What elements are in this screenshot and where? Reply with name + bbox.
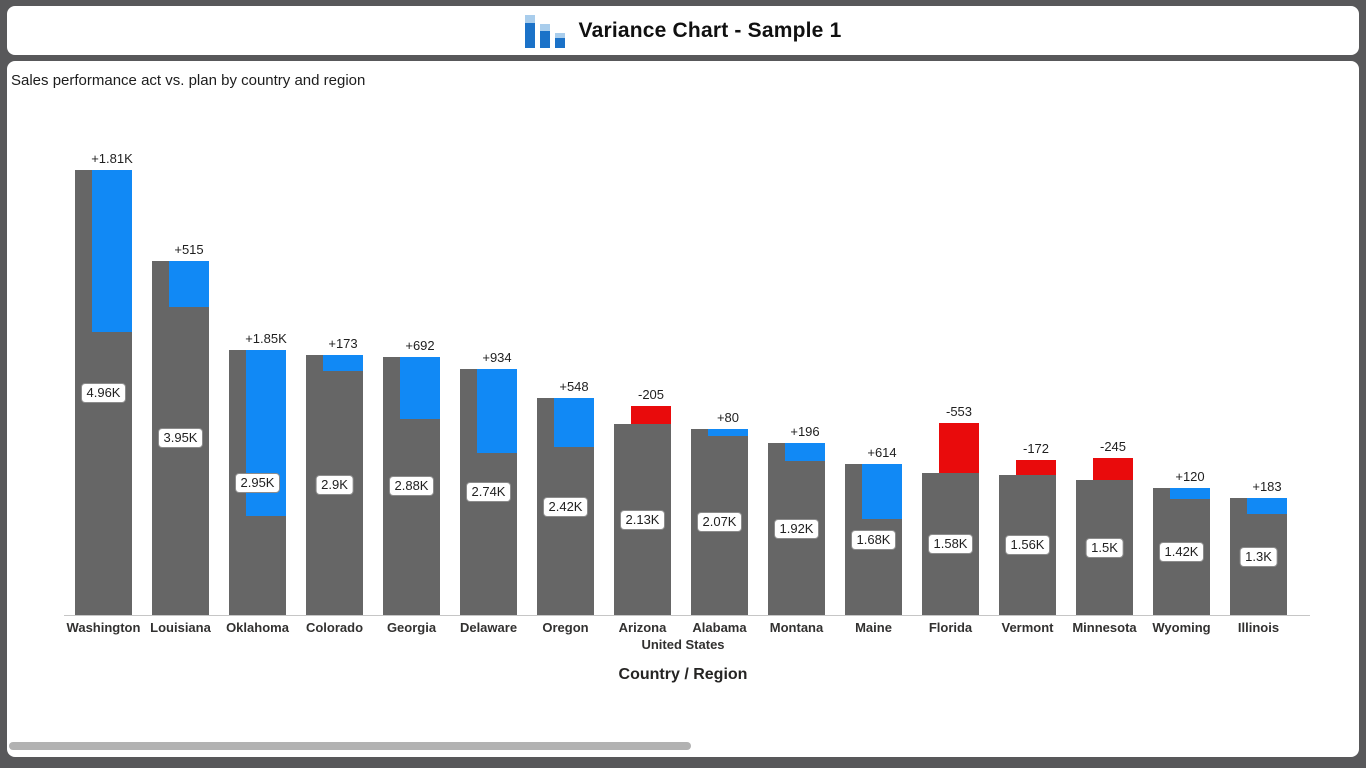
bar-variance-alabama[interactable] <box>708 429 748 436</box>
report-header: Variance Chart - Sample 1 <box>7 6 1359 55</box>
axis-label-louisiana: Louisiana <box>150 620 211 635</box>
bar-variance-illinois[interactable] <box>1247 498 1287 514</box>
variance-label-minnesota: -245 <box>1099 439 1127 454</box>
bar-variance-louisiana[interactable] <box>169 261 209 307</box>
bar-variance-arizona[interactable] <box>631 406 671 424</box>
value-label-georgia: 2.88K <box>388 476 435 496</box>
value-label-louisiana: 3.95K <box>157 428 204 448</box>
x-axis-title: Country / Region <box>618 666 748 683</box>
value-label-illinois: 1.3K <box>1239 546 1278 567</box>
axis-label-georgia: Georgia <box>386 620 437 635</box>
value-label-wyoming: 1.42K <box>1158 541 1205 562</box>
variance-label-washington: +1.81K <box>91 151 133 166</box>
axis-label-alabama: Alabama <box>692 620 747 635</box>
chart-panel: Sales performance act vs. plan by countr… <box>7 61 1359 757</box>
horizontal-scrollbar-thumb[interactable] <box>9 742 691 750</box>
axis-label-florida: Florida <box>928 620 973 635</box>
axis-label-illinois: Illinois <box>1237 620 1280 635</box>
bar-variance-georgia[interactable] <box>400 357 440 419</box>
axis-label-montana: Montana <box>769 620 824 635</box>
variance-label-delaware: +934 <box>482 350 512 365</box>
bar-variance-colorado[interactable] <box>323 355 363 371</box>
variance-label-alabama: +80 <box>716 410 740 425</box>
axis-label-oregon: Oregon <box>542 620 589 635</box>
value-label-oklahoma: 2.95K <box>234 472 281 493</box>
page-title: Variance Chart - Sample 1 <box>578 18 842 42</box>
axis-label-oklahoma: Oklahoma <box>226 620 289 635</box>
value-label-delaware: 2.74K <box>465 482 512 502</box>
bar-variance-delaware[interactable] <box>477 369 517 453</box>
axis-label-delaware: Delaware <box>459 620 518 635</box>
value-label-washington: 4.96K <box>80 382 127 403</box>
variance-label-maine: +614 <box>867 445 897 460</box>
variance-label-vermont: -172 <box>1022 441 1050 456</box>
value-label-colorado: 2.9K <box>315 475 354 495</box>
variance-label-florida: -553 <box>945 404 973 419</box>
bar-variance-florida[interactable] <box>939 423 979 473</box>
value-label-florida: 1.58K <box>927 534 974 554</box>
axis-label-wyoming: Wyoming <box>1152 620 1211 635</box>
axis-label-minnesota: Minnesota <box>1072 620 1137 635</box>
value-label-arizona: 2.13K <box>619 509 666 530</box>
bar-variance-montana[interactable] <box>785 443 825 461</box>
axis-label-washington: Washington <box>66 620 141 635</box>
variance-label-georgia: +692 <box>405 338 435 353</box>
x-axis-line <box>64 615 1310 616</box>
value-label-alabama: 2.07K <box>696 512 743 532</box>
value-label-oregon: 2.42K <box>542 496 589 517</box>
variance-label-oklahoma: +1.85K <box>245 331 287 346</box>
variance-label-wyoming: +120 <box>1175 469 1205 484</box>
bar-chart-icon <box>524 14 565 48</box>
axis-label-colorado: Colorado <box>305 620 364 635</box>
axis-label-arizona: Arizona <box>618 620 667 635</box>
axis-label-maine: Maine <box>855 620 892 635</box>
axis-group-label: United States <box>641 637 725 652</box>
variance-label-illinois: +183 <box>1252 479 1282 494</box>
value-label-montana: 1.92K <box>773 519 820 539</box>
bar-variance-maine[interactable] <box>862 464 902 519</box>
chart-subtitle: Sales performance act vs. plan by countr… <box>11 72 366 89</box>
bar-variance-oregon[interactable] <box>554 398 594 447</box>
variance-label-oregon: +548 <box>559 379 589 394</box>
variance-label-colorado: +173 <box>328 336 358 351</box>
variance-chart: +1.81K 4.96K Washington +515 3.95K Louisiana +… <box>7 61 1359 757</box>
axis-label-vermont: Vermont <box>1001 620 1054 635</box>
value-label-minnesota: 1.5K <box>1085 537 1124 558</box>
bar-variance-washington[interactable] <box>92 170 132 332</box>
bar-variance-wyoming[interactable] <box>1170 488 1210 499</box>
value-label-vermont: 1.56K <box>1004 535 1051 555</box>
bar-variance-minnesota[interactable] <box>1093 458 1133 480</box>
value-label-maine: 1.68K <box>850 529 897 550</box>
variance-label-montana: +196 <box>790 424 820 439</box>
bar-variance-vermont[interactable] <box>1016 460 1056 475</box>
variance-label-louisiana: +515 <box>174 242 204 257</box>
variance-label-arizona: -205 <box>637 387 665 402</box>
